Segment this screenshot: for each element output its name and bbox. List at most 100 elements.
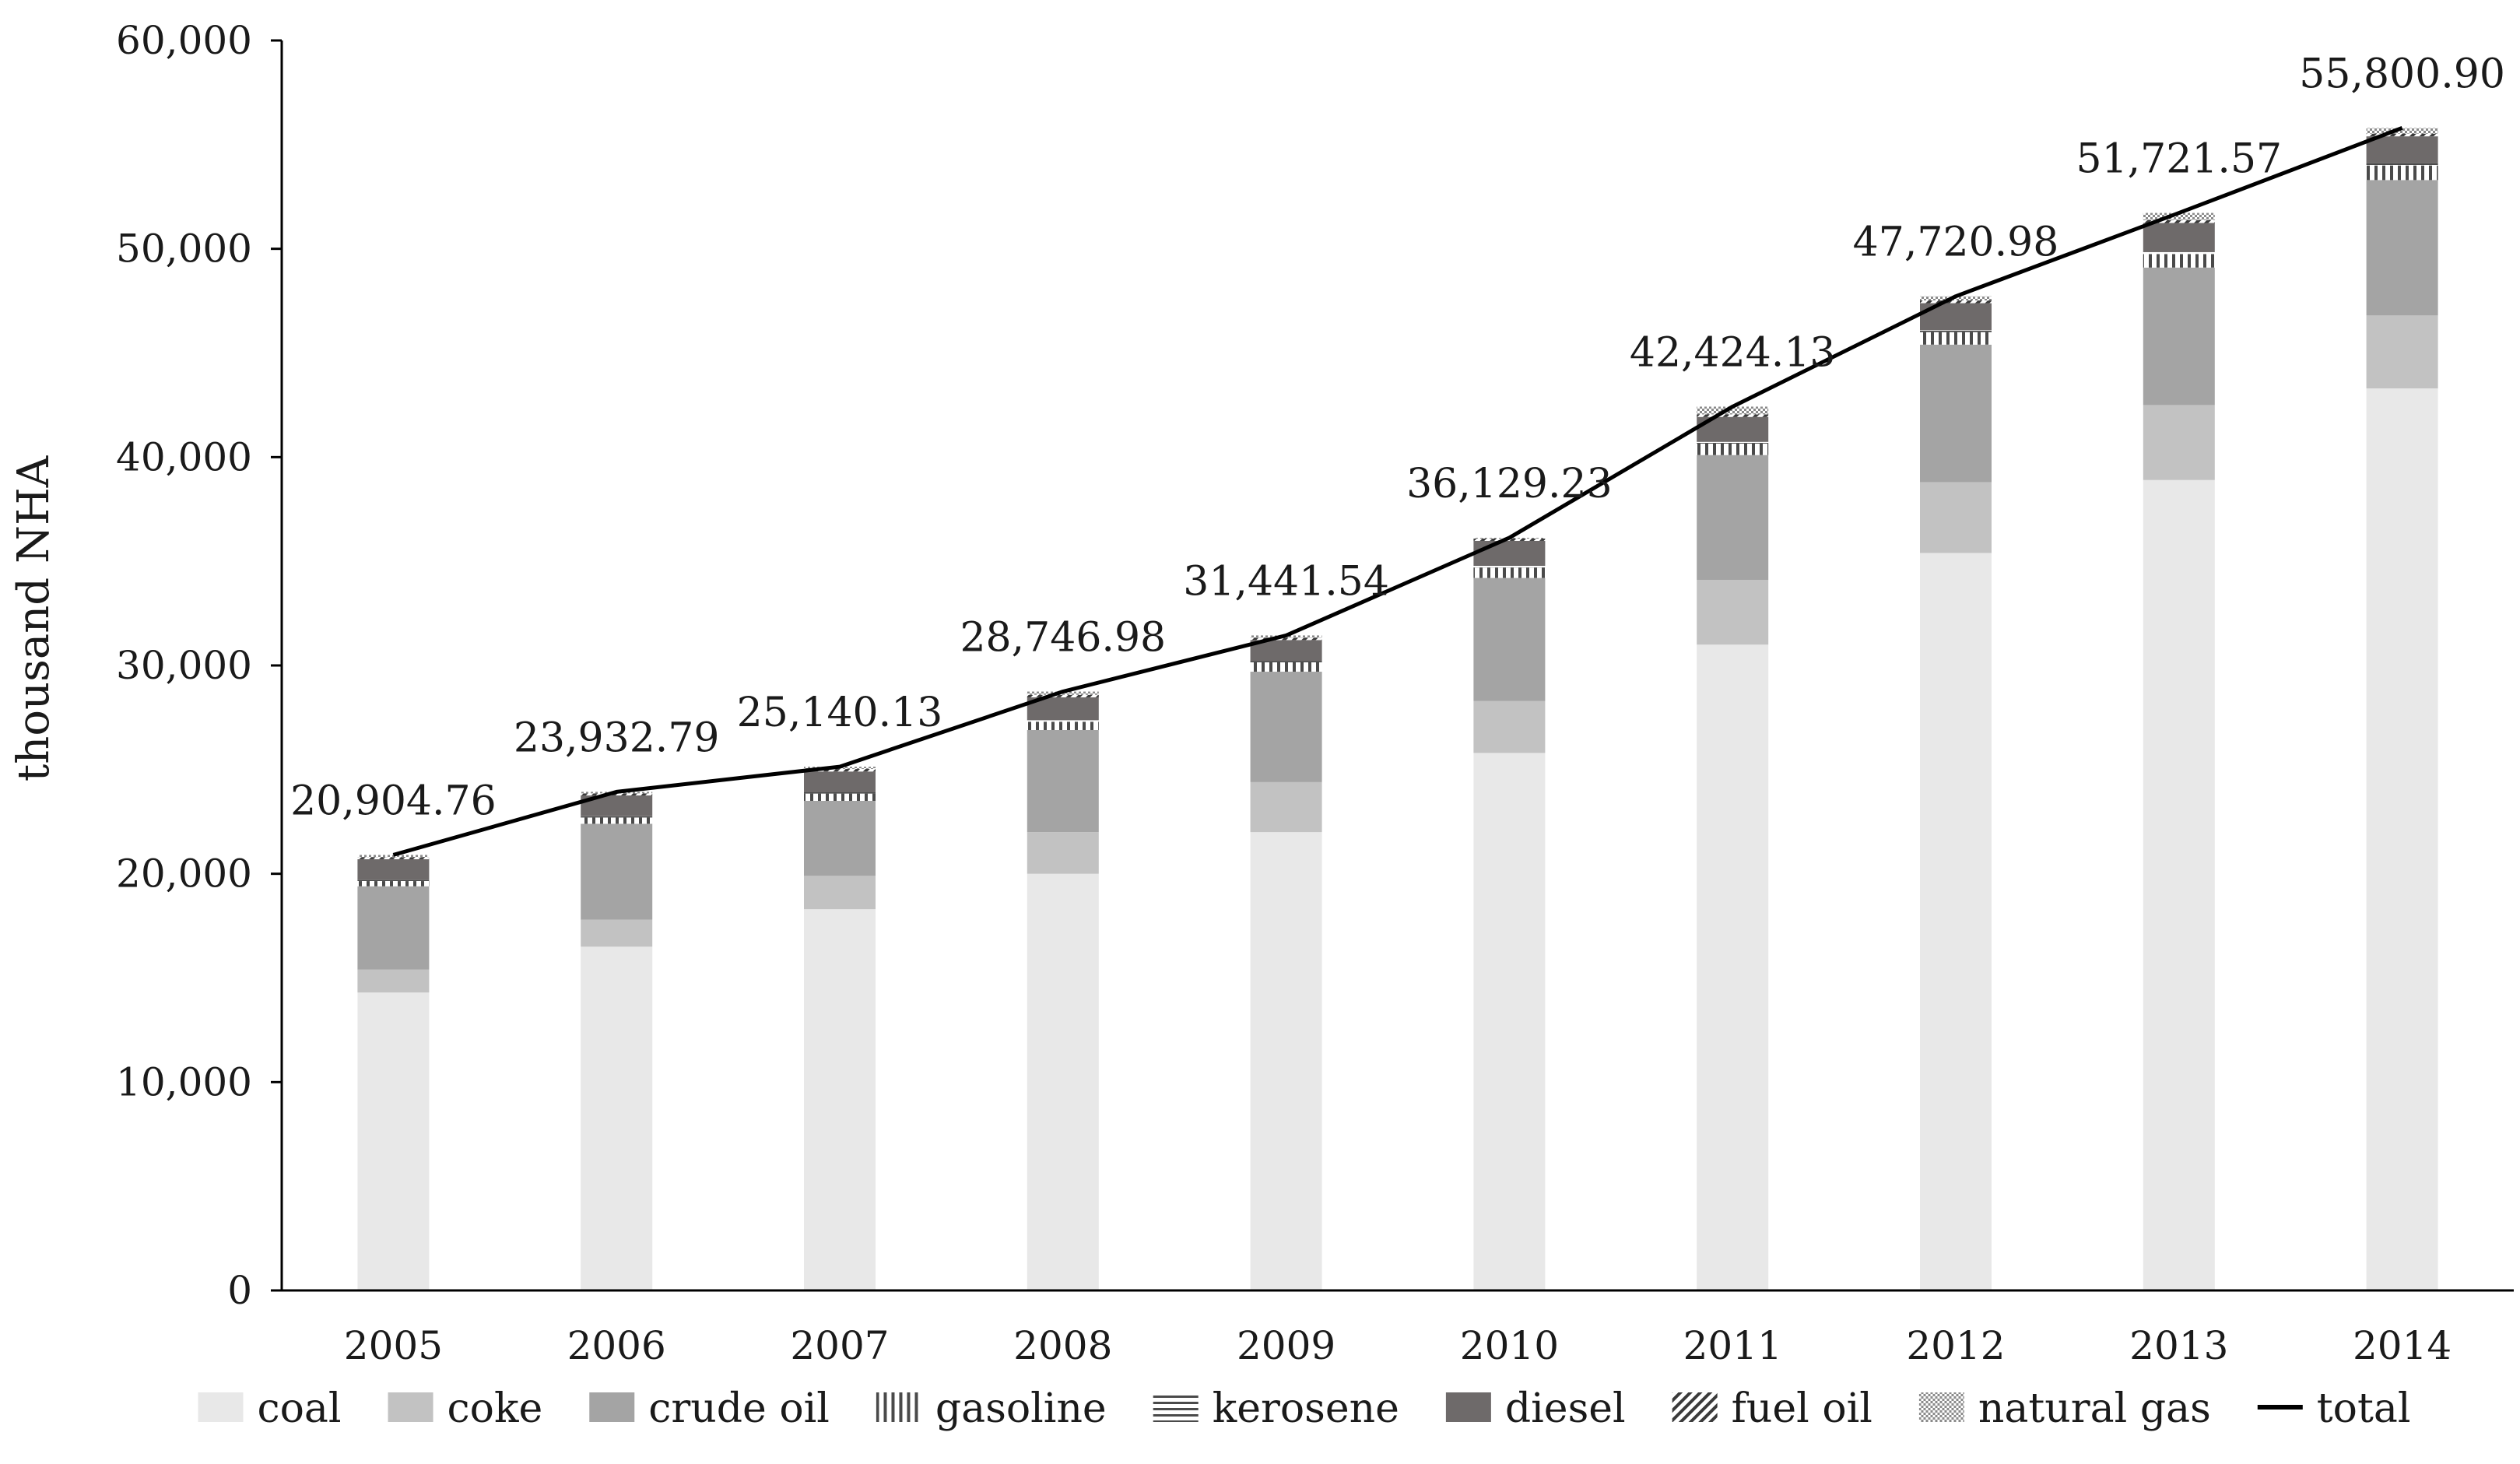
bar-coke-2005: [357, 969, 430, 993]
legend-item-fuel-oil: fuel oil: [1672, 1385, 1872, 1432]
axis-lines: [280, 40, 2514, 1292]
legend-label: fuel oil: [1732, 1385, 1872, 1432]
bar-coke-2013: [2143, 405, 2215, 480]
bar-diesel-2007: [804, 771, 876, 793]
bar-kerosene-2009: [1250, 661, 1322, 662]
bar-coke-2012: [1920, 482, 1992, 553]
bar-crude-oil-2014: [2366, 180, 2438, 316]
bar-crude-oil-2010: [1473, 578, 1546, 701]
legend-item-crude-oil: crude oil: [589, 1385, 830, 1432]
legend-swatch-coal: [198, 1392, 244, 1422]
bar-stack-2013: [2143, 212, 2215, 1291]
bar-gasoline-2013: [2143, 254, 2215, 268]
total-data-label: 23,932.79: [514, 714, 720, 761]
bar-stack-2009: [1250, 635, 1322, 1290]
legend-item-gasoline: gasoline: [876, 1385, 1107, 1432]
legend-label: coke: [447, 1385, 543, 1432]
bar-coke-2011: [1697, 580, 1769, 645]
data-labels: 20,904.76 23,932.79 25,140.13 28,746.98 31,4…: [290, 51, 2505, 824]
legend-swatch-crude-oil: [589, 1392, 635, 1422]
bar-fuel-oil-2007: [804, 769, 876, 772]
bar-kerosene-2005: [357, 879, 430, 882]
legend-item-diesel: diesel: [1445, 1385, 1626, 1432]
total-line-group: [392, 126, 2403, 857]
bar-crude-oil-2005: [357, 886, 430, 970]
total-data-label: 55,800.90: [2299, 51, 2505, 97]
bar-coke-2006: [581, 919, 653, 947]
y-tick-label: 50,000: [116, 226, 252, 272]
bar-coal-2009: [1250, 832, 1322, 1290]
total-data-label: 51,721.57: [2076, 136, 2282, 183]
bars: [357, 128, 2438, 1291]
total-data-label: 28,746.98: [960, 615, 1166, 662]
legend-label: natural gas: [1978, 1385, 2211, 1432]
legend-swatch-coke: [388, 1392, 433, 1422]
bar-kerosene-2010: [1473, 566, 1546, 568]
total-data-label: 25,140.13: [737, 690, 943, 736]
bar-natural-gas-2005: [357, 855, 430, 858]
legend-item-natural-gas: natural gas: [1918, 1385, 2211, 1432]
bar-coke-2008: [1027, 832, 1099, 874]
bar-crude-oil-2006: [581, 823, 653, 920]
y-axis-title-group: thousand NHA: [9, 455, 59, 781]
bar-kerosene-2011: [1697, 441, 1769, 444]
y-tick-label: 10,000: [116, 1059, 252, 1104]
y-tick-label: 30,000: [116, 643, 252, 688]
bar-kerosene-2006: [581, 816, 653, 818]
legend-swatch-fuel-oil: [1672, 1392, 1718, 1422]
bar-diesel-2013: [2143, 223, 2215, 252]
legend-swatch-kerosene: [1153, 1392, 1199, 1422]
bar-coal-2010: [1473, 753, 1546, 1290]
bar-crude-oil-2008: [1027, 729, 1099, 833]
bar-stack-2007: [804, 767, 876, 1290]
legend-label: crude oil: [648, 1385, 830, 1432]
bar-natural-gas-2011: [1697, 406, 1769, 415]
bar-fuel-oil-2005: [357, 857, 430, 859]
bar-coke-2014: [2366, 315, 2438, 389]
x-tick-label: 2013: [2129, 1323, 2228, 1368]
bar-gasoline-2007: [804, 793, 876, 801]
bar-fuel-oil-2013: [2143, 219, 2215, 223]
bar-kerosene-2013: [2143, 251, 2215, 255]
bar-natural-gas-2014: [2366, 128, 2438, 134]
bar-coal-2008: [1027, 873, 1099, 1290]
bar-coal-2005: [357, 992, 430, 1290]
y-axis-title: thousand NHA: [9, 455, 59, 781]
total-data-label: 42,424.13: [1630, 329, 1836, 376]
x-tick-label: 2007: [790, 1323, 889, 1368]
bar-crude-oil-2011: [1697, 455, 1769, 581]
x-tick-label: 2005: [344, 1323, 443, 1368]
bar-crude-oil-2009: [1250, 672, 1322, 782]
x-axis: 2005 2006 2007 2008 2009 2010 2011 2012 2013 2014: [344, 1323, 2452, 1368]
bar-stack-2012: [1920, 296, 1992, 1290]
x-tick-label: 2009: [1237, 1323, 1335, 1368]
total-data-label: 31,441.54: [1183, 558, 1389, 605]
bar-gasoline-2010: [1473, 567, 1546, 578]
bar-stack-2011: [1697, 406, 1769, 1290]
bar-kerosene-2012: [1920, 330, 1992, 332]
bar-coke-2009: [1250, 781, 1322, 833]
bar-coal-2012: [1920, 553, 1992, 1290]
bar-kerosene-2008: [1027, 720, 1099, 722]
bar-diesel-2014: [2366, 136, 2438, 163]
bar-stack-2008: [1027, 691, 1099, 1290]
total-data-label: 20,904.76: [290, 778, 497, 824]
bar-coke-2010: [1473, 700, 1546, 753]
bar-diesel-2005: [357, 858, 430, 880]
bar-fuel-oil-2014: [2366, 133, 2438, 137]
legend-swatch-diesel: [1445, 1392, 1491, 1422]
legend-swatch-gasoline: [876, 1392, 921, 1422]
y-axis: 0 10,000 20,000 30,000 40,000 50,000 60,000: [116, 18, 282, 1313]
y-tick-label: 20,000: [116, 851, 252, 897]
legend-label: kerosene: [1213, 1385, 1399, 1432]
x-tick-label: 2014: [2353, 1323, 2452, 1368]
x-tick-label: 2011: [1683, 1323, 1782, 1368]
total-data-label: 47,720.98: [1853, 219, 2059, 266]
bar-gasoline-2014: [2366, 165, 2438, 181]
bar-fuel-oil-2012: [1920, 300, 1992, 304]
x-tick-label: 2010: [1460, 1323, 1559, 1368]
bar-gasoline-2009: [1250, 662, 1322, 672]
y-tick-label: 0: [227, 1268, 252, 1313]
bar-coal-2006: [581, 946, 653, 1290]
